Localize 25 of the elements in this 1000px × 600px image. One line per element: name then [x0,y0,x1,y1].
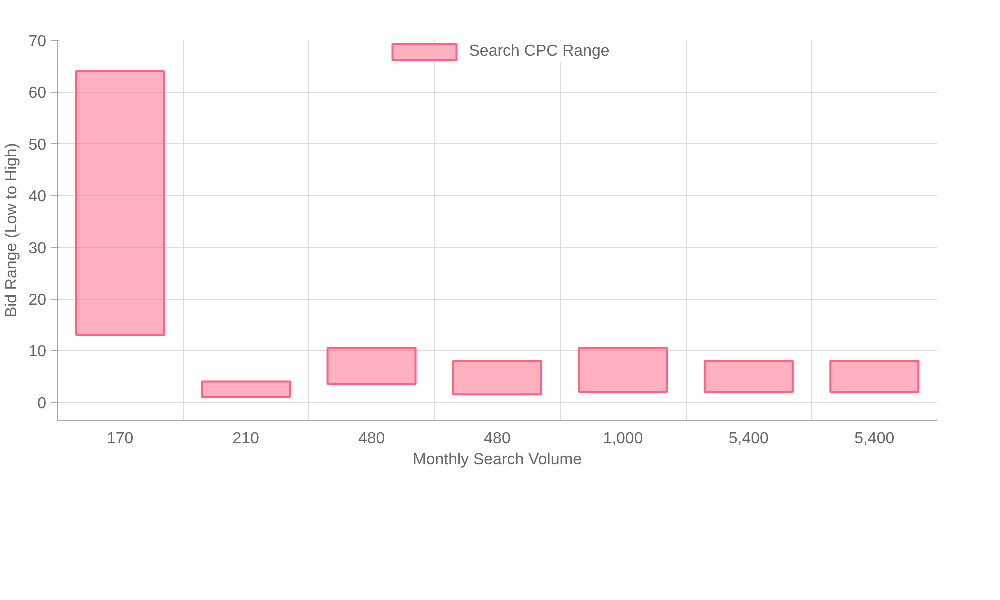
bar [830,360,920,394]
y-axis-title: Bid Range (Low to High) [4,143,21,318]
y-tick-label: 70 [28,34,47,50]
x-tick-label: 1,000 [603,430,644,448]
y-tick-label: 50 [28,136,47,154]
y-tick-label: 40 [28,188,47,206]
y-tick-label: 10 [28,344,47,361]
x-axis-title: Monthly Search Volume [413,452,582,468]
bar [704,360,794,394]
bar [201,380,292,398]
y-tick-label: 20 [28,292,47,310]
x-tick-label: 480 [484,430,511,448]
legend-label: Search CPC Range [469,43,610,61]
x-tick-label: 5,400 [728,430,770,448]
bar [578,347,668,394]
x-tick-label: 5,400 [854,430,895,448]
x-tick-label: 480 [358,430,386,448]
y-tick-label: 30 [28,240,47,258]
bar [326,347,417,386]
x-tick-label: 210 [232,430,260,448]
bar [452,360,542,396]
bar [75,70,166,336]
y-tick-label: 0 [38,395,47,412]
y-tick-label: 60 [28,85,47,102]
x-tick-label: 170 [107,430,134,448]
